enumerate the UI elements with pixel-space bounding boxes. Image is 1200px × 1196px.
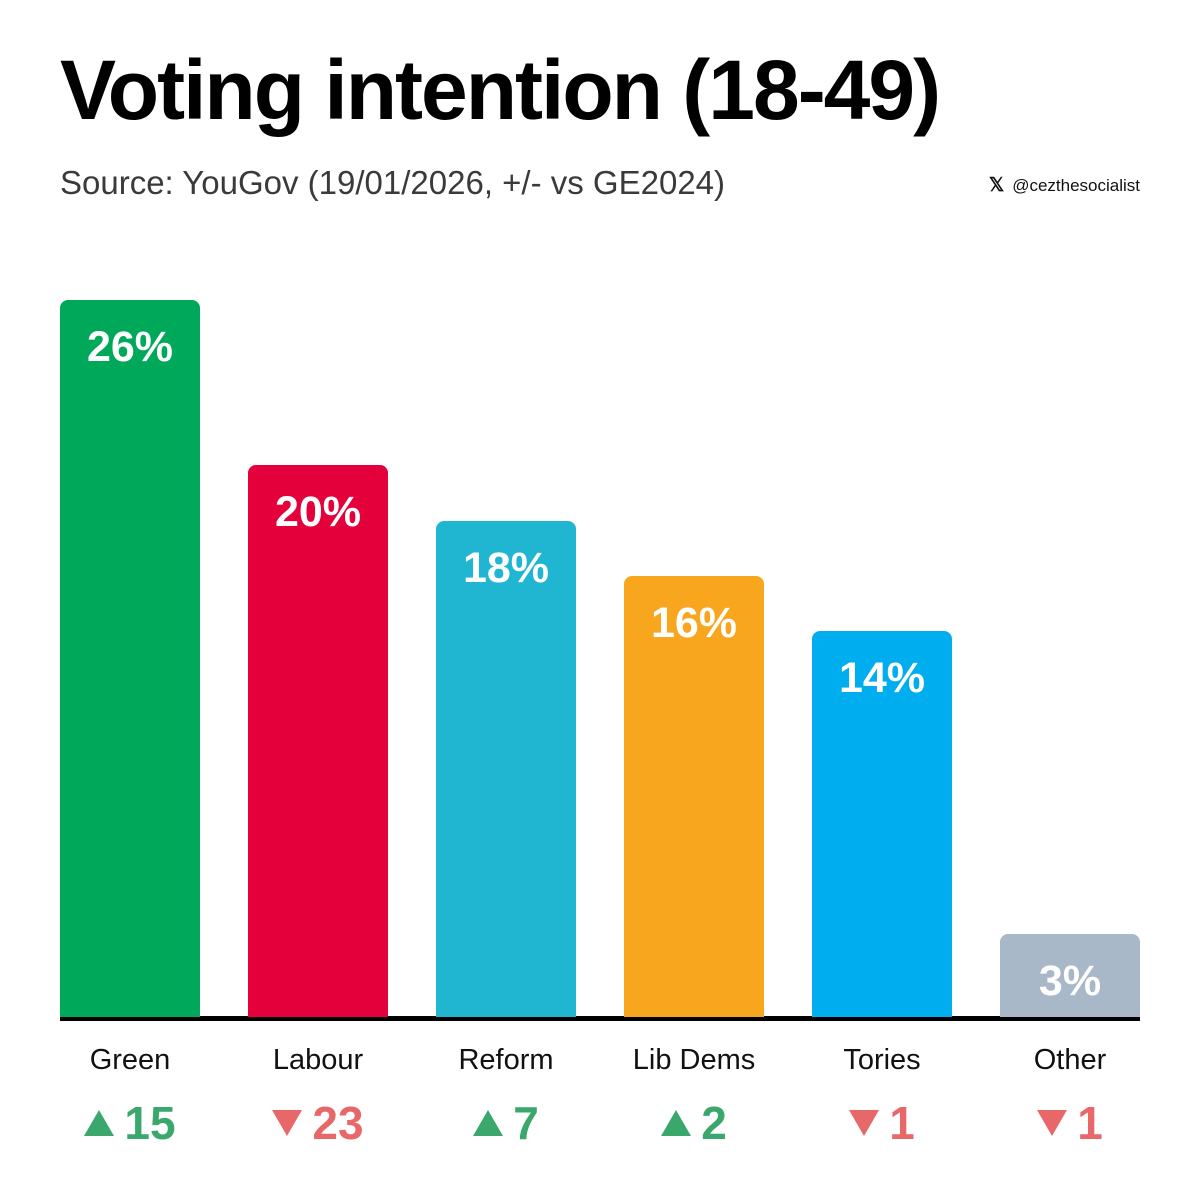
category-label: Tories bbox=[843, 1044, 921, 1076]
category-label: Lib Dems bbox=[632, 1044, 756, 1076]
bar-lib-dems: 16% bbox=[624, 576, 764, 1017]
change-value: 1 bbox=[1077, 1097, 1103, 1149]
change-value: 1 bbox=[889, 1097, 915, 1149]
bar-labour: 20% bbox=[248, 465, 388, 1017]
change-value: 15 bbox=[124, 1097, 176, 1149]
bar-green: 26% bbox=[60, 300, 200, 1017]
change-indicator: 7 bbox=[412, 1100, 600, 1146]
bar-value-label: 3% bbox=[1038, 957, 1102, 1005]
triangle-up-icon bbox=[473, 1110, 504, 1136]
change-value: 23 bbox=[312, 1097, 364, 1149]
category-label: Labour bbox=[272, 1044, 364, 1076]
change-value: 7 bbox=[513, 1097, 539, 1149]
x-logo-icon: 𝕏 bbox=[988, 175, 1005, 196]
change-indicator: 1 bbox=[788, 1100, 976, 1146]
category-label: Green bbox=[89, 1044, 171, 1076]
triangle-down-icon bbox=[849, 1110, 880, 1136]
triangle-down-icon bbox=[272, 1110, 303, 1136]
bar-value-label: 16% bbox=[650, 599, 738, 647]
chart-baseline bbox=[60, 1016, 1140, 1021]
handle-text: @cezthesocialist bbox=[1012, 176, 1140, 195]
chart-title: Voting intention (18-49) bbox=[60, 43, 941, 137]
triangle-up-icon bbox=[84, 1110, 115, 1136]
triangle-down-icon bbox=[1037, 1110, 1068, 1136]
bar-value-label: 26% bbox=[86, 323, 174, 371]
change-indicator: 1 bbox=[976, 1100, 1164, 1146]
category-label: Other bbox=[1033, 1044, 1107, 1076]
bar-value-label: 18% bbox=[462, 544, 550, 592]
bar-reform: 18% bbox=[436, 521, 576, 1017]
change-value: 2 bbox=[701, 1097, 727, 1149]
category-label: Reform bbox=[458, 1044, 554, 1076]
bar-value-label: 14% bbox=[838, 654, 926, 702]
author-handle: 𝕏 @cezthesocialist bbox=[989, 176, 1140, 195]
chart-subtitle: Source: YouGov (19/01/2026, +/- vs GE202… bbox=[60, 164, 726, 201]
triangle-up-icon bbox=[661, 1110, 692, 1136]
change-indicator: 2 bbox=[600, 1100, 788, 1146]
bar-other: 3% bbox=[1000, 934, 1140, 1017]
bar-tories: 14% bbox=[812, 631, 952, 1017]
change-indicator: 23 bbox=[224, 1100, 412, 1146]
change-indicator: 15 bbox=[36, 1100, 224, 1146]
bar-value-label: 20% bbox=[274, 488, 362, 536]
